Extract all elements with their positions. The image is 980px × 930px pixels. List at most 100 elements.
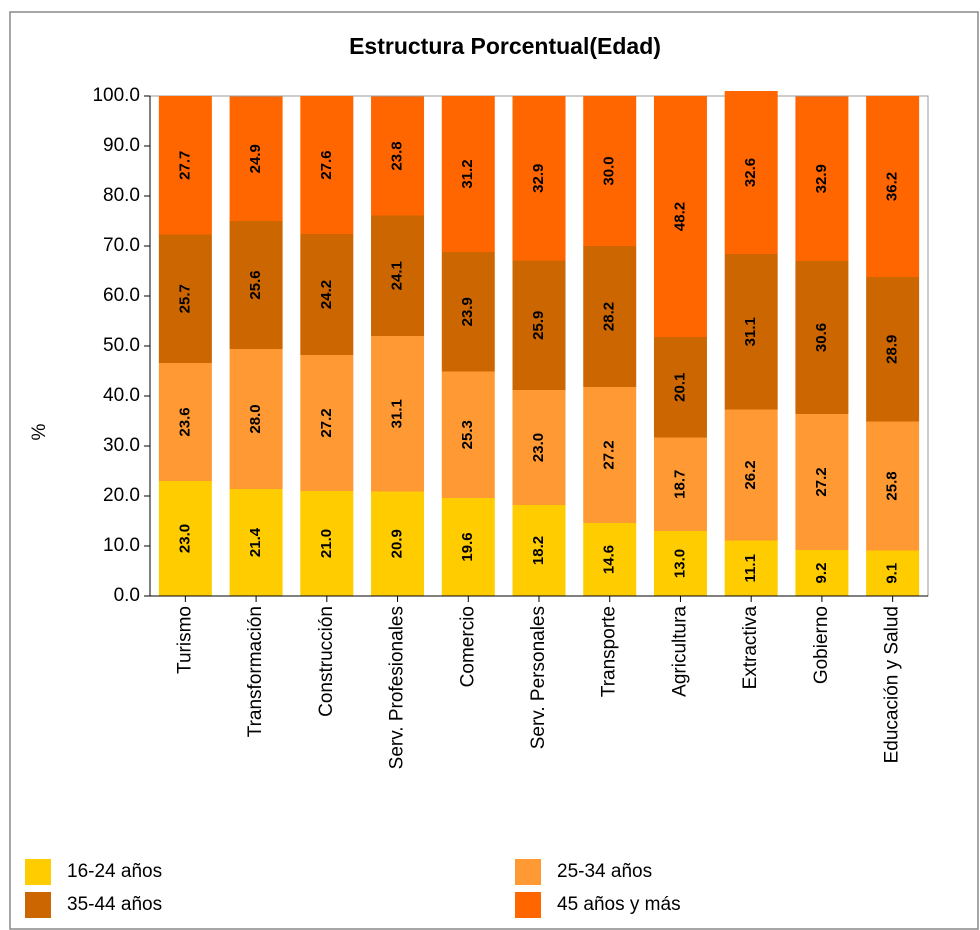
value-label: 23.9 [459, 297, 476, 326]
bar-segment [300, 355, 354, 491]
bar-segment [795, 550, 849, 596]
bar-segment [795, 261, 849, 414]
value-label: 23.8 [389, 141, 406, 170]
bar-segment [583, 246, 637, 387]
bar-segment [512, 505, 566, 596]
legend-swatch [25, 859, 51, 885]
value-label: 9.2 [813, 563, 830, 584]
bar-segment [441, 252, 495, 372]
bar-segment [583, 387, 637, 523]
chart-title: Estructura Porcentual(Edad) [349, 33, 661, 59]
bar-segment [583, 523, 637, 596]
value-label: 31.1 [389, 399, 406, 428]
value-label: 24.9 [247, 144, 264, 173]
bar-segment [229, 96, 283, 221]
value-label: 20.1 [671, 373, 688, 402]
y-tick-label: 100.0 [92, 85, 140, 106]
bar-segment [441, 96, 495, 252]
bar-segment [653, 96, 707, 337]
bar-segment [229, 221, 283, 349]
legend-swatch [25, 892, 51, 918]
legend-swatch [515, 859, 541, 885]
value-label: 25.6 [247, 270, 264, 299]
value-label: 18.7 [671, 470, 688, 499]
bar-segment [371, 215, 425, 336]
bar-segment [300, 491, 354, 596]
value-label: 21.4 [247, 527, 264, 557]
x-tick-label: Construcción [316, 606, 337, 717]
x-tick-label: Turismo [174, 606, 195, 674]
value-label: 11.1 [742, 554, 759, 582]
value-label: 23.6 [176, 407, 193, 436]
y-tick-label: 20.0 [103, 485, 140, 506]
value-label: 27.2 [318, 408, 335, 437]
bar-segment [795, 96, 849, 261]
bar-segment [512, 260, 566, 390]
value-label: 48.2 [671, 202, 688, 231]
bar-segment [653, 531, 707, 596]
legend-label: 16-24 años [67, 861, 162, 882]
bar-segment [300, 96, 354, 234]
value-label: 25.9 [530, 311, 547, 340]
bar-segment [158, 234, 212, 363]
value-label: 30.6 [813, 323, 830, 352]
value-label: 24.1 [389, 261, 406, 290]
y-tick-label: 10.0 [103, 535, 140, 556]
value-label: 20.9 [389, 529, 406, 558]
x-tick-label: Transformación [245, 606, 266, 737]
value-label: 24.2 [318, 280, 335, 309]
bar-segment [724, 91, 778, 254]
value-label: 23.0 [530, 433, 547, 462]
value-label: 25.8 [884, 471, 901, 500]
value-label: 26.2 [742, 460, 759, 489]
value-label: 13.0 [671, 549, 688, 578]
value-label: 25.3 [459, 420, 476, 449]
bar-segment [653, 337, 707, 438]
bar-segment [512, 96, 566, 261]
value-label: 19.6 [459, 532, 476, 561]
bar-segment [866, 277, 920, 422]
y-tick-label: 70.0 [103, 235, 140, 256]
value-label: 27.2 [813, 467, 830, 496]
y-tick-label: 40.0 [103, 385, 140, 406]
x-tick-label: Serv. Profesionales [387, 606, 408, 769]
legend-label: 35-44 años [67, 894, 162, 915]
value-label: 23.0 [176, 524, 193, 553]
bar-segment [724, 254, 778, 410]
bar-segment [229, 489, 283, 596]
value-label: 21.0 [318, 529, 335, 558]
y-axis-label: % [29, 423, 50, 440]
bar-segment [300, 234, 354, 355]
value-label: 32.9 [813, 164, 830, 193]
x-tick-label: Transporte [599, 606, 620, 697]
value-label: 27.6 [318, 150, 335, 179]
value-label: 31.2 [459, 159, 476, 188]
bar-segment [866, 96, 920, 277]
bar-segment [158, 481, 212, 596]
legend-label: 45 años y más [557, 894, 681, 915]
y-tick-label: 50.0 [103, 335, 140, 356]
value-label: 32.6 [742, 158, 759, 187]
value-label: 28.2 [601, 302, 618, 331]
value-label: 32.9 [530, 164, 547, 193]
bar-segment [866, 550, 920, 596]
bar-segment [583, 96, 637, 246]
y-tick-label: 0.0 [114, 585, 140, 606]
value-label: 28.9 [884, 335, 901, 364]
value-label: 18.2 [530, 536, 547, 565]
bar-segment [229, 349, 283, 489]
legend-label: 25-34 años [557, 861, 652, 882]
value-label: 27.2 [601, 440, 618, 469]
value-label: 30.0 [601, 156, 618, 185]
bar-segment [653, 437, 707, 531]
y-tick-label: 90.0 [103, 135, 140, 156]
value-label: 27.7 [176, 151, 193, 180]
bar-segment [441, 371, 495, 498]
x-tick-label: Gobierno [811, 606, 832, 684]
bar-segment [512, 390, 566, 505]
y-tick-label: 60.0 [103, 285, 140, 306]
x-tick-label: Extractiva [740, 606, 761, 690]
value-label: 9.1 [884, 563, 901, 584]
bar-segment [724, 540, 778, 596]
bar-segment [441, 498, 495, 596]
